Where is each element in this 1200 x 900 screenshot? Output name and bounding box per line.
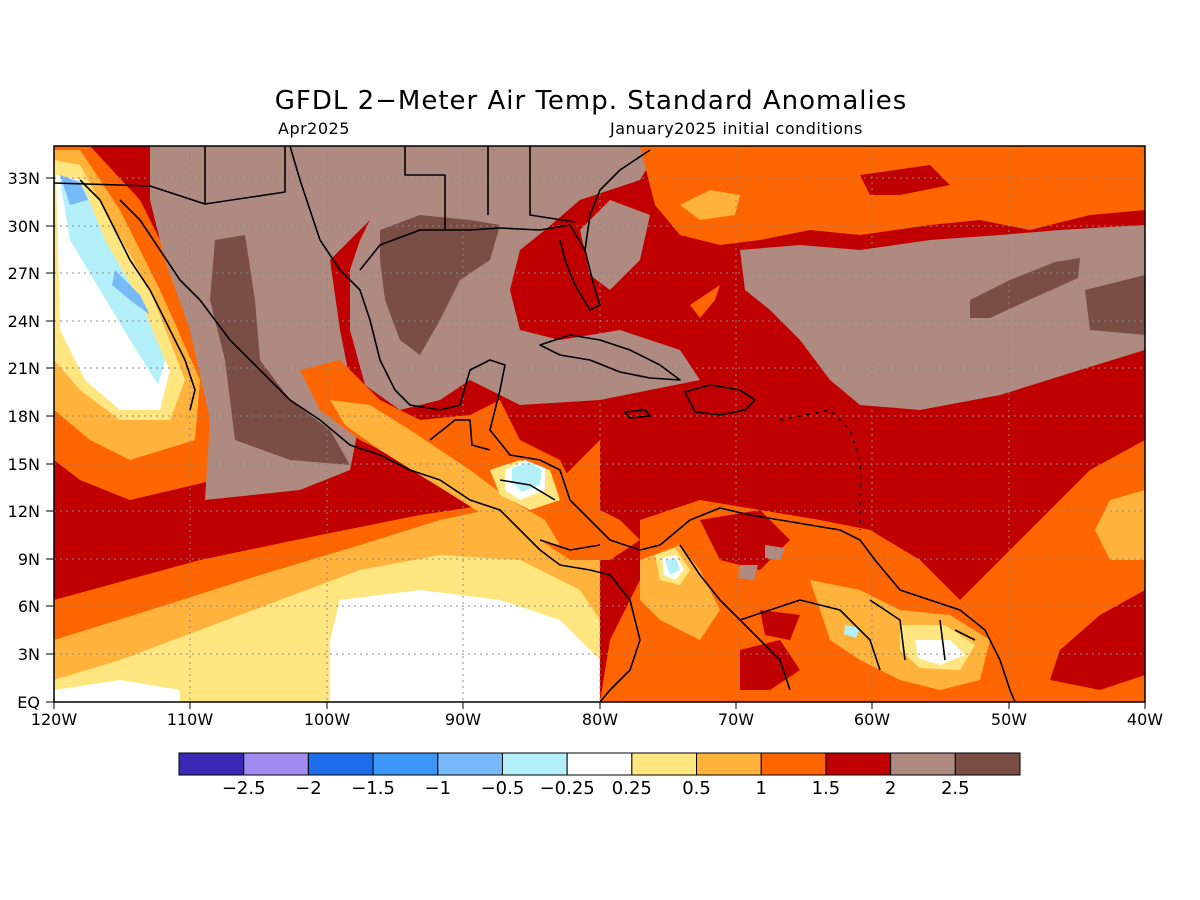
colorbar-swatch [501,752,568,776]
field-cat-2-5-mexico [210,235,350,465]
colorbar-label: −1 [424,778,451,799]
lat-label: 6N [18,597,40,616]
lat-label: 3N [18,645,40,664]
lon-label: 80W [582,710,618,729]
map-title: GFDL 2−Meter Air Temp. Standard Anomalie… [274,86,908,116]
colorbar-swatch [890,752,956,776]
lon-label: 40W [1127,710,1163,729]
colorbar-swatch [437,752,503,776]
lon-label: 120W [31,710,78,729]
coast-gulf-california [119,199,641,702]
field-cat-1-5-atlantic-c [690,285,720,318]
field-cat-1-atlantic [640,146,1145,245]
colorbar-label: −0.25 [540,778,595,799]
colorbar-swatch [372,752,439,776]
coast-mexico-gulf [289,146,661,551]
field-neutral-south-america [662,555,965,665]
colorbar-label: −2.5 [222,778,266,799]
lat-label: 9N [18,550,40,569]
lat-label: 12N [8,502,40,521]
colorbar [178,752,1021,776]
graticule [54,146,1145,702]
colorbar-swatch [243,752,309,776]
coast-cuba [539,334,681,381]
colorbar-swatch [760,752,827,776]
lat-label: 24N [8,312,40,331]
lat-label: 21N [8,359,40,378]
init-conditions-label: January2025 initial conditions [610,119,863,138]
field-cat-2-5-gulf [380,215,500,355]
coast-us-gulf [359,224,601,311]
border-central-america [429,419,601,551]
lat-label: 30N [8,217,40,236]
colorbar-swatch [307,752,374,776]
lon-label: 50W [991,710,1027,729]
lat-label: 33N [8,169,40,188]
field-cat-2-5-atlantic-a [970,258,1080,318]
coastlines [54,146,1016,702]
field-cat-neg-0-25-honduras [512,462,542,492]
colorbar-swatch [178,752,245,776]
coast-lesser-antilles [779,409,861,530]
field-cat-1-5-east [1050,590,1145,690]
field-cat-2-gulf [290,146,700,410]
colorbar-swatch [954,752,1021,776]
lon-label: 60W [854,710,890,729]
colorbar-swatch [566,752,633,776]
field-cat-2-south-america [738,545,785,580]
colorbar-label: −2 [295,778,322,799]
colorbar-labels: −2.5 −2 −1.5 −1 −0.5 −0.25 0.25 0.5 1 1.5 2 2.5 [222,778,970,799]
field-cat-0-5-south-america [640,545,990,690]
colorbar-label: −1.5 [351,778,395,799]
border-us-states [204,146,576,230]
field-cat-neg-0-5-baja [60,175,150,315]
colorbar-label: 1 [756,778,767,799]
field-cat-2-florida [580,200,650,290]
colorbar-swatch [696,752,762,776]
field-cat-1-5-atlantic-patch [860,165,950,195]
field-neutral-pacific-west [54,680,180,702]
valid-month-label: Apr2025 [278,119,350,138]
colorbar-label: 0.5 [682,778,711,799]
coast-south-america [659,507,1016,702]
lon-label: 70W [718,710,754,729]
field-cat-2-5-atlantic-b [1085,275,1145,335]
colorbar-label: 2 [885,778,896,799]
colorbar-label: −0.5 [481,778,525,799]
field-cat-1-central-america [300,360,640,560]
lat-label: 15N [8,455,40,474]
coast-hispaniola [684,384,756,416]
coast-baja-west [79,179,196,411]
coast-us-atlantic [584,149,651,251]
lat-label: 18N [8,407,40,426]
lon-label: 90W [445,710,481,729]
colorbar-label: 1.5 [812,778,841,799]
lat-label: EQ [17,693,40,712]
coast-jamaica [624,409,651,419]
anomaly-fields [54,146,1145,702]
field-neutral-pacific [330,590,600,702]
field-cat-0-5-east [1095,490,1145,560]
latitude-labels: 33N 30N 27N 24N 21N 18N 15N 12N 9N 6N 3N EQ [8,169,54,712]
field-cat-0-5-atlantic [680,190,740,220]
lon-label: 110W [167,710,214,729]
colorbar-swatch [631,752,698,776]
colorbar-label: 2.5 [941,778,970,799]
lon-label: 100W [304,710,351,729]
colorbar-swatch [825,752,892,776]
lat-label: 27N [8,264,40,283]
colorbar-label: 0.25 [612,778,652,799]
field-cat-0-5-central-america [330,400,560,545]
longitude-labels: 120W 110W 100W 90W 80W 70W 60W 50W 40W [31,702,1163,729]
border-south-america [679,544,976,691]
